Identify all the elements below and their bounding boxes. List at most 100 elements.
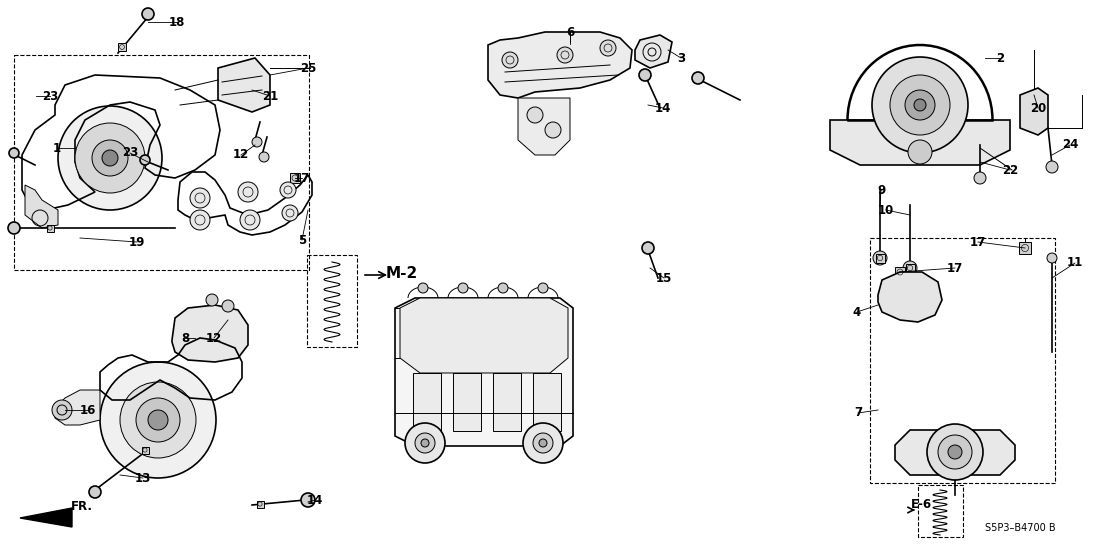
Circle shape bbox=[148, 410, 168, 430]
Bar bbox=[413, 373, 441, 431]
Text: 3: 3 bbox=[677, 51, 685, 65]
Circle shape bbox=[142, 8, 154, 20]
Polygon shape bbox=[519, 98, 570, 155]
Polygon shape bbox=[25, 185, 58, 228]
Circle shape bbox=[873, 251, 888, 265]
Bar bbox=[14, 55, 309, 270]
Circle shape bbox=[1046, 161, 1058, 173]
Polygon shape bbox=[1020, 88, 1048, 135]
Circle shape bbox=[938, 435, 972, 469]
Bar bbox=[875, 253, 884, 263]
Circle shape bbox=[240, 210, 260, 230]
Circle shape bbox=[927, 424, 983, 480]
Text: 23: 23 bbox=[122, 147, 138, 159]
Circle shape bbox=[8, 222, 20, 234]
Polygon shape bbox=[394, 298, 573, 446]
Text: 21: 21 bbox=[261, 90, 278, 102]
Bar bbox=[453, 373, 481, 431]
Text: 15: 15 bbox=[656, 272, 673, 284]
Circle shape bbox=[301, 493, 315, 507]
Circle shape bbox=[601, 40, 616, 56]
Circle shape bbox=[189, 188, 211, 208]
Text: 18: 18 bbox=[168, 15, 185, 29]
Circle shape bbox=[259, 152, 269, 162]
Text: 25: 25 bbox=[300, 61, 316, 75]
Circle shape bbox=[206, 294, 218, 306]
Text: 19: 19 bbox=[129, 236, 145, 248]
Circle shape bbox=[140, 155, 150, 165]
Circle shape bbox=[533, 433, 553, 453]
Text: 7: 7 bbox=[854, 406, 862, 420]
Circle shape bbox=[89, 486, 101, 498]
Text: S5P3–B4700 B: S5P3–B4700 B bbox=[985, 523, 1055, 533]
Text: 16: 16 bbox=[80, 404, 96, 416]
Bar bbox=[307, 255, 357, 347]
Text: 13: 13 bbox=[135, 472, 151, 484]
Circle shape bbox=[458, 283, 468, 293]
Circle shape bbox=[102, 150, 117, 166]
Circle shape bbox=[545, 122, 561, 138]
Polygon shape bbox=[20, 508, 72, 527]
Text: 24: 24 bbox=[1061, 138, 1078, 152]
Circle shape bbox=[252, 137, 261, 147]
Bar bbox=[895, 267, 905, 277]
Circle shape bbox=[639, 69, 652, 81]
Text: 20: 20 bbox=[1029, 102, 1046, 114]
Text: 5: 5 bbox=[298, 233, 306, 247]
Circle shape bbox=[238, 182, 258, 202]
Polygon shape bbox=[878, 272, 942, 322]
Circle shape bbox=[9, 148, 19, 158]
Text: 12: 12 bbox=[206, 331, 222, 345]
Text: 1: 1 bbox=[53, 142, 61, 154]
Circle shape bbox=[222, 300, 234, 312]
Circle shape bbox=[418, 283, 428, 293]
Circle shape bbox=[538, 439, 547, 447]
Circle shape bbox=[406, 423, 445, 463]
Circle shape bbox=[907, 140, 932, 164]
Text: 14: 14 bbox=[655, 102, 671, 114]
Circle shape bbox=[75, 123, 145, 193]
Polygon shape bbox=[488, 32, 632, 98]
Circle shape bbox=[872, 57, 968, 153]
Bar bbox=[533, 373, 561, 431]
Bar bbox=[870, 238, 1055, 483]
Text: 4: 4 bbox=[853, 305, 861, 319]
Circle shape bbox=[974, 172, 986, 184]
Circle shape bbox=[52, 400, 72, 420]
Bar bbox=[919, 485, 963, 537]
Bar bbox=[142, 446, 148, 453]
Circle shape bbox=[136, 398, 179, 442]
Text: 8: 8 bbox=[181, 331, 189, 345]
Circle shape bbox=[905, 90, 935, 120]
Bar bbox=[117, 43, 126, 51]
Polygon shape bbox=[830, 120, 1010, 165]
Text: 14: 14 bbox=[307, 493, 324, 507]
Polygon shape bbox=[635, 35, 671, 68]
Circle shape bbox=[903, 261, 917, 275]
Polygon shape bbox=[218, 58, 270, 112]
Text: 10: 10 bbox=[878, 204, 894, 217]
Text: E-6: E-6 bbox=[911, 498, 932, 512]
Circle shape bbox=[120, 382, 196, 458]
Text: 9: 9 bbox=[876, 184, 885, 196]
Text: M-2: M-2 bbox=[386, 267, 418, 281]
Circle shape bbox=[497, 283, 507, 293]
Circle shape bbox=[58, 106, 162, 210]
Bar bbox=[493, 373, 521, 431]
Text: 11: 11 bbox=[1067, 257, 1084, 269]
Circle shape bbox=[890, 75, 950, 135]
Text: 6: 6 bbox=[566, 25, 574, 39]
Circle shape bbox=[416, 433, 435, 453]
Bar bbox=[1019, 242, 1032, 254]
Bar bbox=[47, 225, 53, 232]
Text: 17: 17 bbox=[947, 262, 963, 274]
Text: 17: 17 bbox=[294, 171, 310, 185]
Bar bbox=[256, 500, 264, 508]
Circle shape bbox=[692, 72, 704, 84]
Circle shape bbox=[948, 445, 962, 459]
Polygon shape bbox=[172, 305, 248, 362]
Text: 23: 23 bbox=[42, 90, 58, 102]
Circle shape bbox=[914, 99, 926, 111]
Bar bbox=[905, 263, 914, 273]
Bar bbox=[290, 173, 300, 183]
